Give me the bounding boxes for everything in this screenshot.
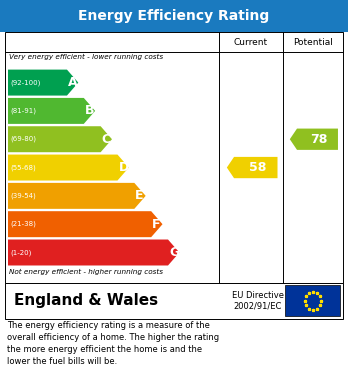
- Text: E: E: [135, 189, 144, 203]
- Text: B: B: [85, 104, 94, 117]
- Text: England & Wales: England & Wales: [14, 293, 158, 308]
- Polygon shape: [8, 211, 163, 237]
- Bar: [0, 0, 348, 32]
- Polygon shape: [8, 70, 78, 95]
- Text: (92-100): (92-100): [10, 79, 41, 86]
- Bar: [5, 283, 343, 319]
- Polygon shape: [290, 129, 338, 150]
- Bar: [285, 285, 340, 316]
- Text: The energy efficiency rating is a measure of the
overall efficiency of a home. T: The energy efficiency rating is a measur…: [7, 321, 219, 366]
- Text: Energy Efficiency Rating: Energy Efficiency Rating: [78, 9, 270, 23]
- Polygon shape: [8, 126, 112, 152]
- Text: (55-68): (55-68): [10, 164, 36, 171]
- Polygon shape: [227, 157, 277, 178]
- Text: 2002/91/EC: 2002/91/EC: [234, 301, 282, 310]
- Text: 58: 58: [249, 161, 266, 174]
- Text: (1-20): (1-20): [10, 249, 32, 256]
- Text: G: G: [169, 246, 179, 259]
- Text: (81-91): (81-91): [10, 108, 37, 114]
- Bar: [5, 32, 343, 283]
- Text: D: D: [119, 161, 129, 174]
- Text: (69-80): (69-80): [10, 136, 37, 142]
- Text: Potential: Potential: [293, 38, 333, 47]
- Text: F: F: [152, 218, 161, 231]
- Text: Very energy efficient - lower running costs: Very energy efficient - lower running co…: [9, 54, 163, 61]
- Text: (39-54): (39-54): [10, 193, 36, 199]
- Text: C: C: [102, 133, 111, 146]
- Text: Current: Current: [234, 38, 268, 47]
- Polygon shape: [8, 183, 146, 209]
- Polygon shape: [8, 240, 179, 265]
- Polygon shape: [8, 98, 95, 124]
- Text: Not energy efficient - higher running costs: Not energy efficient - higher running co…: [9, 269, 163, 275]
- Text: A: A: [68, 76, 78, 89]
- Polygon shape: [8, 154, 129, 181]
- Text: 78: 78: [310, 133, 328, 146]
- Text: (21-38): (21-38): [10, 221, 36, 228]
- Text: EU Directive: EU Directive: [232, 291, 284, 300]
